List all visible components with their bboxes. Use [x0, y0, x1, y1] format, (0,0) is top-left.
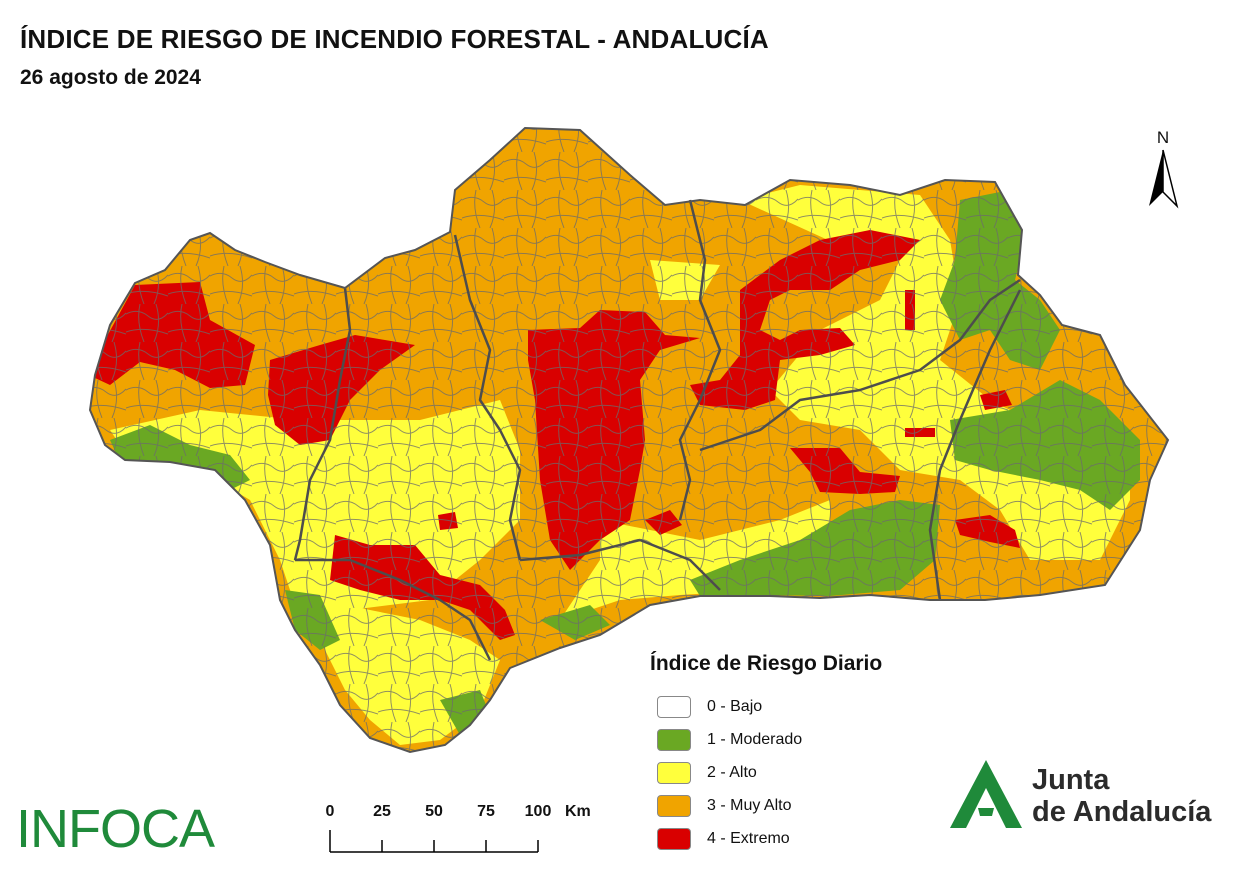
legend-title: Índice de Riesgo Diario — [650, 652, 883, 675]
legend-item-alto: 2 - Alto — [650, 756, 882, 789]
north-letter: N — [1156, 128, 1170, 147]
legend-swatch-extremo — [657, 827, 691, 850]
legend-label-extremo: 4 - Extremo — [707, 829, 790, 847]
legend-item-extremo: 4 - Extremo — [650, 822, 882, 855]
scale-unit: Km — [565, 803, 591, 820]
scale-tick-100: 100 — [524, 803, 552, 820]
border-granada-almeria — [928, 289, 1022, 601]
scale-tick-75: 75 — [477, 803, 495, 820]
scale-bar: 0 25 50 75 100 Km — [320, 800, 620, 860]
legend-swatch-bajo — [657, 695, 691, 718]
legend-label-bajo: 0 - Bajo — [707, 697, 763, 715]
legend: Índice de Riesgo Diario 0 - Bajo 1 - Mod… — [650, 652, 882, 855]
border-malaga-cordoba — [519, 538, 641, 562]
junta-andalucia-logo: Junta de Andalucía — [948, 758, 1218, 830]
provincial-boundaries — [293, 199, 1022, 661]
legend-swatch-muy-alto — [657, 794, 691, 817]
scale-tick-0: 0 — [325, 803, 335, 820]
map-title: ÍNDICE DE RIESGO DE INCENDIO FORESTAL - … — [20, 24, 769, 54]
north-arrow-icon — [1149, 149, 1179, 209]
border-cordoba-jaen — [678, 199, 722, 521]
border-malaga-granada — [639, 538, 721, 591]
legend-label-muy-alto: 3 - Muy Alto — [707, 796, 792, 814]
legend-label-alto: 2 - Alto — [707, 763, 757, 781]
north-arrow: N — [1138, 128, 1188, 213]
legend-item-muy-alto: 3 - Muy Alto — [650, 789, 882, 822]
border-cadiz-sevilla — [295, 558, 492, 661]
junta-line-2: de Andalucía — [1032, 796, 1212, 828]
legend-item-bajo: 0 - Bajo — [650, 690, 882, 723]
map-date: 26 agosto de 2024 — [20, 66, 201, 89]
scale-tick-50: 50 — [425, 803, 443, 820]
infoca-logo: INFOCA — [16, 799, 215, 859]
border-huelva-sevilla — [293, 287, 352, 561]
legend-swatch-alto — [657, 761, 691, 784]
junta-line-1: Junta — [1032, 764, 1110, 796]
scale-tick-25: 25 — [373, 803, 391, 820]
border-jaen-granada — [699, 278, 1021, 452]
junta-text: Junta de Andalucía — [1032, 764, 1211, 828]
border-sevilla-cordoba — [453, 234, 522, 561]
legend-label-moderado: 1 - Moderado — [707, 730, 803, 748]
junta-emblem-icon — [950, 760, 1022, 828]
legend-swatch-moderado — [657, 728, 691, 751]
scale-bar-lines — [329, 830, 539, 853]
legend-item-moderado: 1 - Moderado — [650, 723, 882, 756]
